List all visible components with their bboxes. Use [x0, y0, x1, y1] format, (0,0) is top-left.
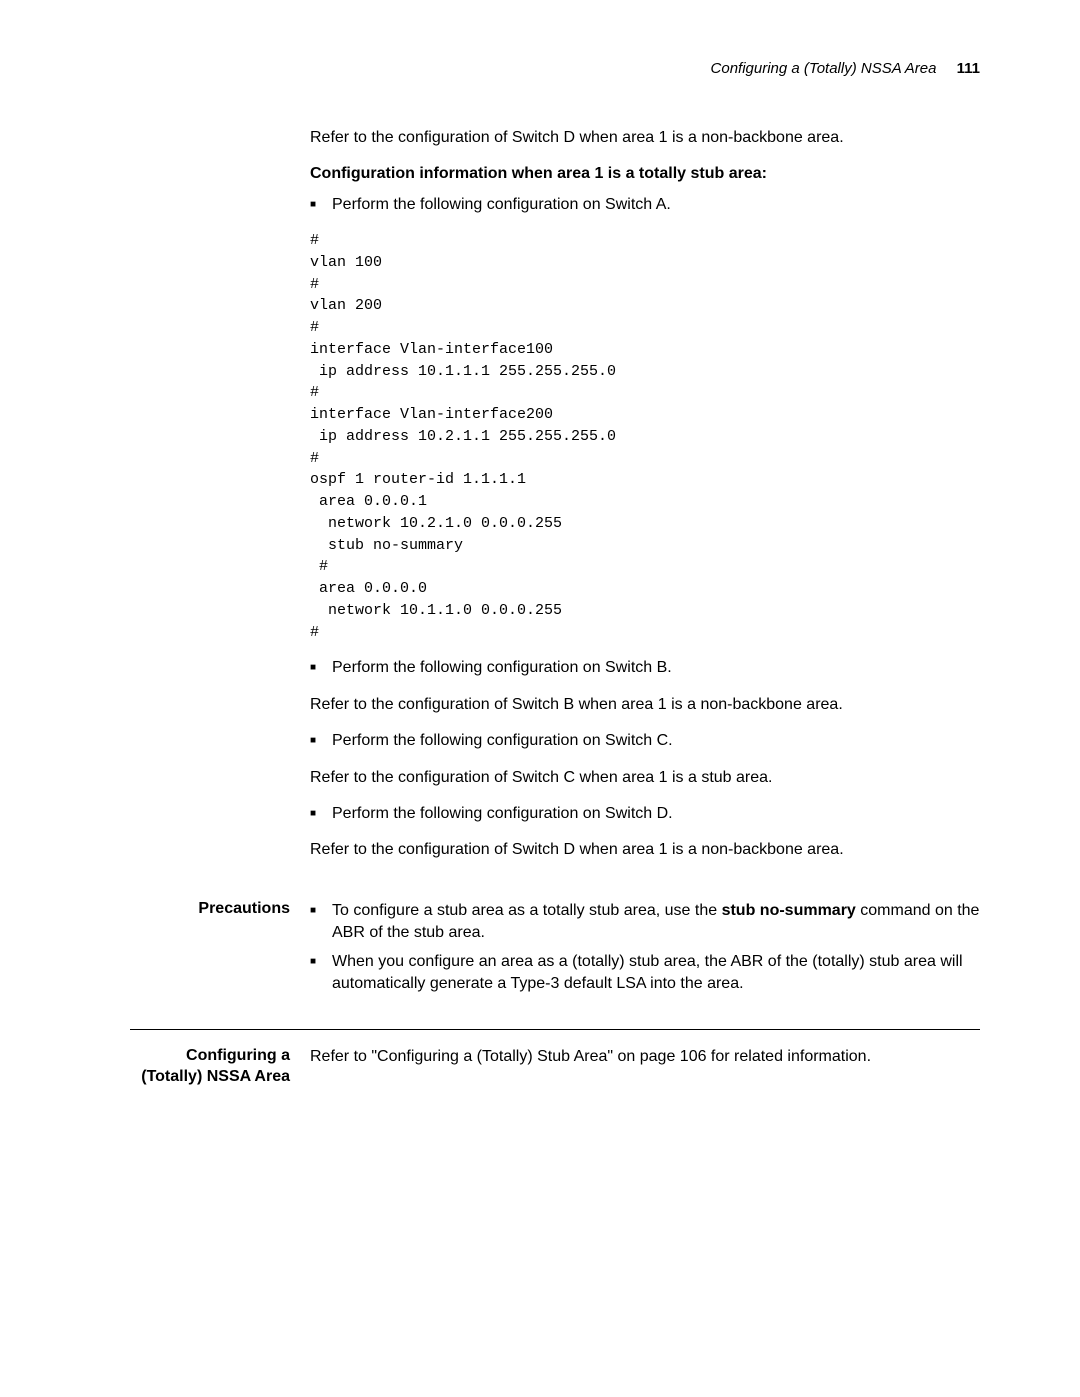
bullet-switch-b: Perform the following configuration on S…: [310, 657, 980, 679]
bullet-switch-c: Perform the following configuration on S…: [310, 730, 980, 752]
precaution-item-1: To configure a stub area as a totally st…: [310, 900, 980, 945]
page-number: 111: [957, 60, 980, 77]
header-title: Configuring a (Totally) NSSA Area: [711, 60, 937, 77]
nssa-text: Refer to "Configuring a (Totally) Stub A…: [310, 1046, 980, 1068]
intro-paragraph: Refer to the configuration of Switch D w…: [310, 127, 980, 149]
precaution-item-2: When you configure an area as a (totally…: [310, 951, 980, 996]
bullet-switch-a: Perform the following configuration on S…: [310, 194, 980, 216]
precaution-1-pre: To configure a stub area as a totally st…: [332, 902, 722, 919]
precaution-1-bold: stub no-summary: [722, 902, 856, 919]
section-divider: [130, 1029, 980, 1030]
code-block: # vlan 100 # vlan 200 # interface Vlan-i…: [310, 230, 980, 643]
precautions-label: Precautions: [130, 900, 310, 1010]
config-heading: Configuration information when area 1 is…: [310, 163, 980, 185]
para-switch-c: Refer to the configuration of Switch C w…: [310, 767, 980, 789]
nssa-label: Configuring a (Totally) NSSA Area: [130, 1046, 310, 1088]
para-switch-b: Refer to the configuration of Switch B w…: [310, 694, 980, 716]
para-switch-d: Refer to the configuration of Switch D w…: [310, 839, 980, 861]
bullet-switch-d: Perform the following configuration on S…: [310, 803, 980, 825]
page-header: Configuring a (Totally) NSSA Area 111: [130, 60, 980, 77]
